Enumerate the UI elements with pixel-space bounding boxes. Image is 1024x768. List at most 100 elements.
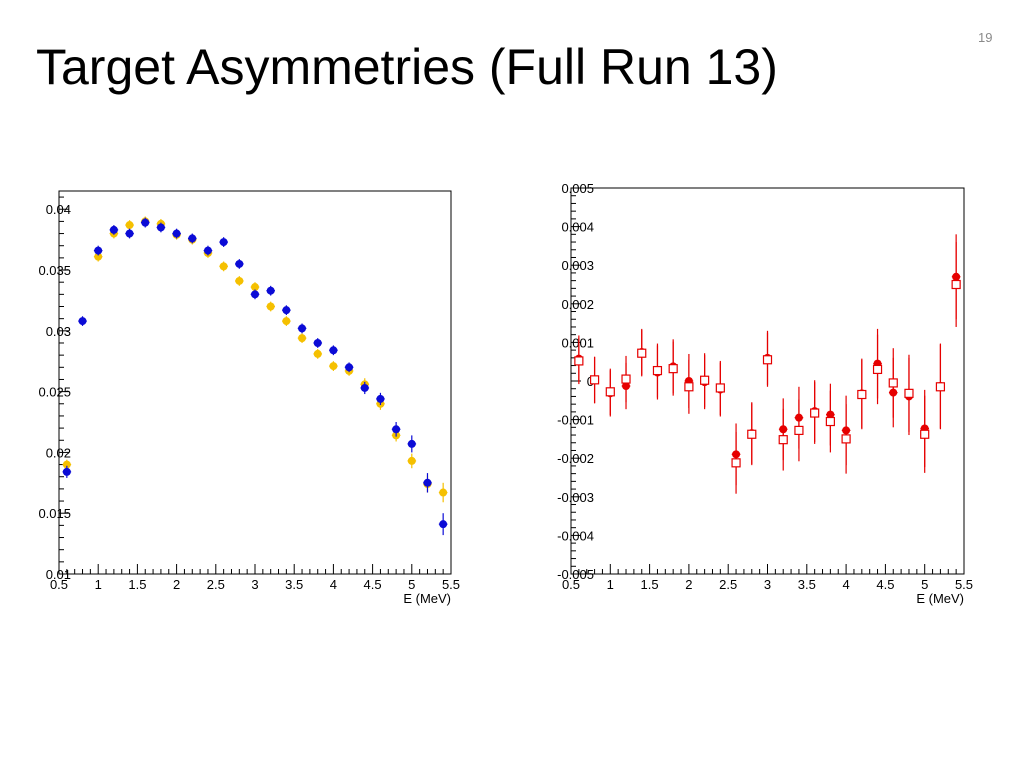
data-point: [109, 225, 119, 235]
y-tick-label: -0.004: [557, 528, 594, 543]
y-tick-label: -0.002: [557, 451, 594, 466]
data-point: [904, 354, 914, 432]
x-tick-label: 1: [95, 577, 102, 592]
data-point: [203, 245, 213, 256]
x-tick-label: 3.5: [798, 577, 816, 592]
data-point: [313, 349, 323, 359]
x-tick-label: 3: [251, 577, 258, 592]
y-tick-label: 0.001: [561, 335, 594, 350]
data-point: [715, 360, 725, 415]
data-point: [407, 435, 417, 453]
x-tick-label: 5.5: [955, 577, 973, 592]
data-point: [125, 228, 134, 239]
data-point: [621, 355, 631, 403]
data-point: [329, 345, 338, 356]
data-point: [297, 323, 307, 334]
slide-title: Target Asymmetries (Full Run 13): [36, 39, 778, 95]
data-series-2: [62, 217, 448, 536]
x-tick-label: 4: [842, 577, 849, 592]
y-tick-label: -0.005: [557, 567, 594, 582]
data-point: [652, 343, 663, 398]
data-point: [574, 337, 584, 385]
data-point: [747, 403, 757, 466]
x-tick-label: 1: [607, 577, 614, 592]
x-tick-label: 5: [408, 577, 415, 592]
data-point: [266, 301, 275, 312]
data-point: [313, 338, 323, 348]
data-point: [344, 362, 354, 373]
y-tick-label: 0.01: [46, 567, 71, 582]
y-tick-label: 0.035: [38, 263, 71, 278]
data-point: [250, 289, 260, 300]
y-tick-label: 0.002: [561, 297, 594, 312]
y-tick-label: 0.04: [46, 202, 71, 217]
x-tick-label: 2.5: [719, 577, 737, 592]
y-tick-label: 0.004: [561, 220, 594, 235]
data-point: [172, 228, 181, 239]
data-point: [140, 217, 150, 228]
data-point: [794, 399, 804, 462]
y-tick-label: 0.02: [46, 445, 71, 460]
data-point: [888, 348, 898, 418]
y-tick-label: 0.015: [38, 506, 71, 521]
data-point: [187, 233, 197, 244]
x-tick-label: 4.5: [364, 577, 382, 592]
data-point: [266, 285, 275, 296]
x-tick-label: 5.5: [442, 577, 460, 592]
data-point: [778, 408, 788, 471]
data-point: [731, 431, 741, 494]
x-axis-label: E (MeV): [403, 591, 451, 606]
data-point: [235, 276, 244, 286]
data-point: [872, 334, 883, 405]
data-point: [700, 353, 710, 408]
x-tick-label: 1.5: [641, 577, 659, 592]
data-point: [668, 341, 678, 396]
data-point: [684, 359, 694, 414]
y-tick-label: 0.003: [561, 258, 594, 273]
data-point: [297, 333, 307, 343]
data-point: [637, 330, 647, 377]
data-point: [841, 404, 851, 474]
data-point: [329, 361, 338, 371]
x-tick-label: 2.5: [207, 577, 225, 592]
data-point: [589, 356, 600, 404]
data-point: [951, 242, 961, 327]
y-tick-label: -0.001: [557, 413, 594, 428]
y-tick-label: -0.003: [557, 490, 594, 505]
data-point: [762, 332, 773, 387]
x-axis-label: E (MeV): [916, 591, 964, 606]
y-tick-label: 0.025: [38, 385, 71, 400]
data-point: [235, 259, 244, 269]
x-tick-label: 0.5: [562, 577, 580, 592]
data-point: [438, 513, 448, 536]
data-point: [219, 237, 228, 247]
data-point: [360, 381, 370, 395]
data-point: [78, 316, 87, 326]
data-point: [605, 368, 615, 415]
data-point: [391, 422, 401, 437]
x-tick-label: 0.5: [50, 577, 68, 592]
data-point: [219, 261, 228, 272]
x-tick-label: 5: [921, 577, 928, 592]
slide-number: 19: [978, 30, 993, 45]
data-point: [423, 473, 432, 493]
data-point: [93, 245, 103, 256]
data-point: [282, 305, 291, 316]
data-point: [935, 344, 946, 430]
x-tick-label: 3: [764, 577, 771, 592]
x-tick-label: 1.5: [128, 577, 146, 592]
x-tick-label: 4: [330, 577, 337, 592]
data-series-2: [574, 242, 961, 494]
data-point: [376, 392, 385, 405]
data-point: [920, 395, 930, 473]
x-tick-label: 3.5: [285, 577, 303, 592]
data-point: [810, 382, 820, 444]
data-point: [407, 453, 417, 469]
x-tick-label: 4.5: [876, 577, 894, 592]
data-point: [62, 465, 72, 478]
data-point: [125, 220, 134, 230]
y-tick-label: 0.005: [561, 181, 594, 196]
data-point: [825, 390, 835, 453]
